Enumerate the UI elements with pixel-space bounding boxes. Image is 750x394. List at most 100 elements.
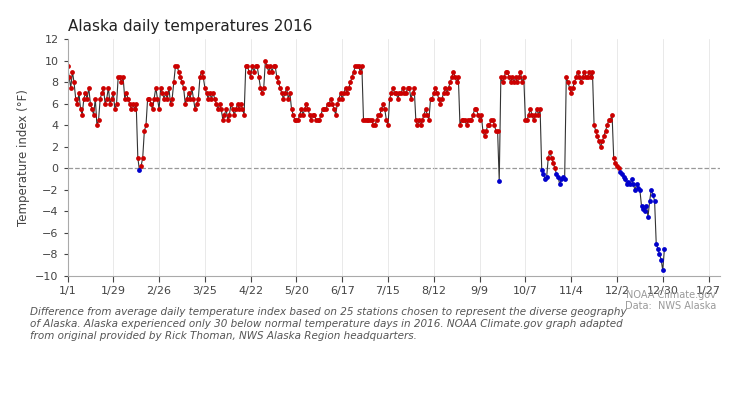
Point [364, 117, 376, 123]
Point [460, 122, 472, 128]
Point [100, 95, 112, 102]
Point [368, 122, 380, 128]
Point [152, 95, 164, 102]
Point [168, 79, 180, 85]
Point [538, 171, 550, 177]
Point [572, 69, 584, 75]
Point [595, 144, 607, 150]
Point [114, 74, 126, 80]
Point [438, 90, 450, 96]
Point [243, 69, 255, 75]
Point [96, 90, 108, 96]
Point [308, 112, 320, 118]
Point [170, 63, 182, 69]
Point [106, 95, 118, 102]
Point [276, 90, 288, 96]
Point [206, 95, 218, 102]
Point [244, 74, 256, 80]
Point [251, 63, 263, 69]
Point [98, 85, 109, 91]
Point [555, 176, 567, 182]
Point [638, 206, 650, 212]
Point [590, 128, 602, 134]
Point [350, 63, 361, 69]
Point [585, 74, 597, 80]
Point [568, 79, 580, 85]
Point [575, 79, 587, 85]
Point [230, 106, 242, 112]
Point [534, 106, 546, 112]
Point [318, 106, 330, 112]
Point [340, 85, 352, 91]
Point [491, 128, 503, 134]
Point [563, 85, 575, 91]
Point [292, 117, 304, 123]
Point [627, 181, 639, 188]
Point [476, 112, 488, 118]
Point [92, 117, 104, 123]
Point [235, 101, 247, 107]
Point [604, 117, 616, 123]
Point [552, 174, 564, 180]
Point [631, 181, 643, 188]
Point [532, 112, 544, 118]
Point [171, 63, 183, 69]
Point [632, 184, 644, 191]
Point [304, 112, 316, 118]
Point [287, 112, 299, 118]
Point [516, 79, 528, 85]
Point [336, 95, 348, 102]
Point [94, 95, 106, 102]
Point [656, 256, 668, 263]
Point [444, 79, 456, 85]
Point [279, 90, 291, 96]
Point [164, 101, 176, 107]
Point [616, 171, 628, 177]
Point [606, 112, 618, 118]
Point [315, 112, 327, 118]
Point [635, 203, 647, 209]
Point [190, 101, 202, 107]
Point [509, 74, 521, 80]
Point [196, 69, 208, 75]
Point [233, 106, 245, 112]
Point [214, 101, 226, 107]
Point [602, 122, 613, 128]
Point [272, 79, 284, 85]
Point [503, 74, 515, 80]
Point [130, 101, 142, 107]
Point [512, 79, 524, 85]
Point [559, 176, 571, 182]
Point [526, 112, 538, 118]
Point [485, 117, 497, 123]
Point [649, 197, 661, 204]
Point [63, 74, 75, 80]
Point [348, 69, 360, 75]
Point [433, 95, 445, 102]
Point [179, 101, 191, 107]
Point [322, 101, 334, 107]
Point [88, 112, 100, 118]
Point [613, 165, 625, 171]
Point [351, 63, 363, 69]
Point [85, 101, 97, 107]
Point [166, 95, 178, 102]
Point [642, 214, 654, 220]
Point [142, 95, 154, 102]
Point [134, 167, 146, 174]
Point [116, 79, 128, 85]
Point [78, 95, 90, 102]
Point [514, 69, 526, 75]
Point [434, 101, 446, 107]
Point [650, 240, 662, 247]
Point [280, 85, 292, 91]
Point [550, 171, 562, 177]
Point [74, 106, 86, 112]
Point [132, 154, 144, 161]
Point [127, 101, 139, 107]
Point [542, 154, 554, 161]
Point [536, 167, 548, 174]
Point [413, 117, 425, 123]
Point [246, 63, 258, 69]
Point [358, 117, 370, 123]
